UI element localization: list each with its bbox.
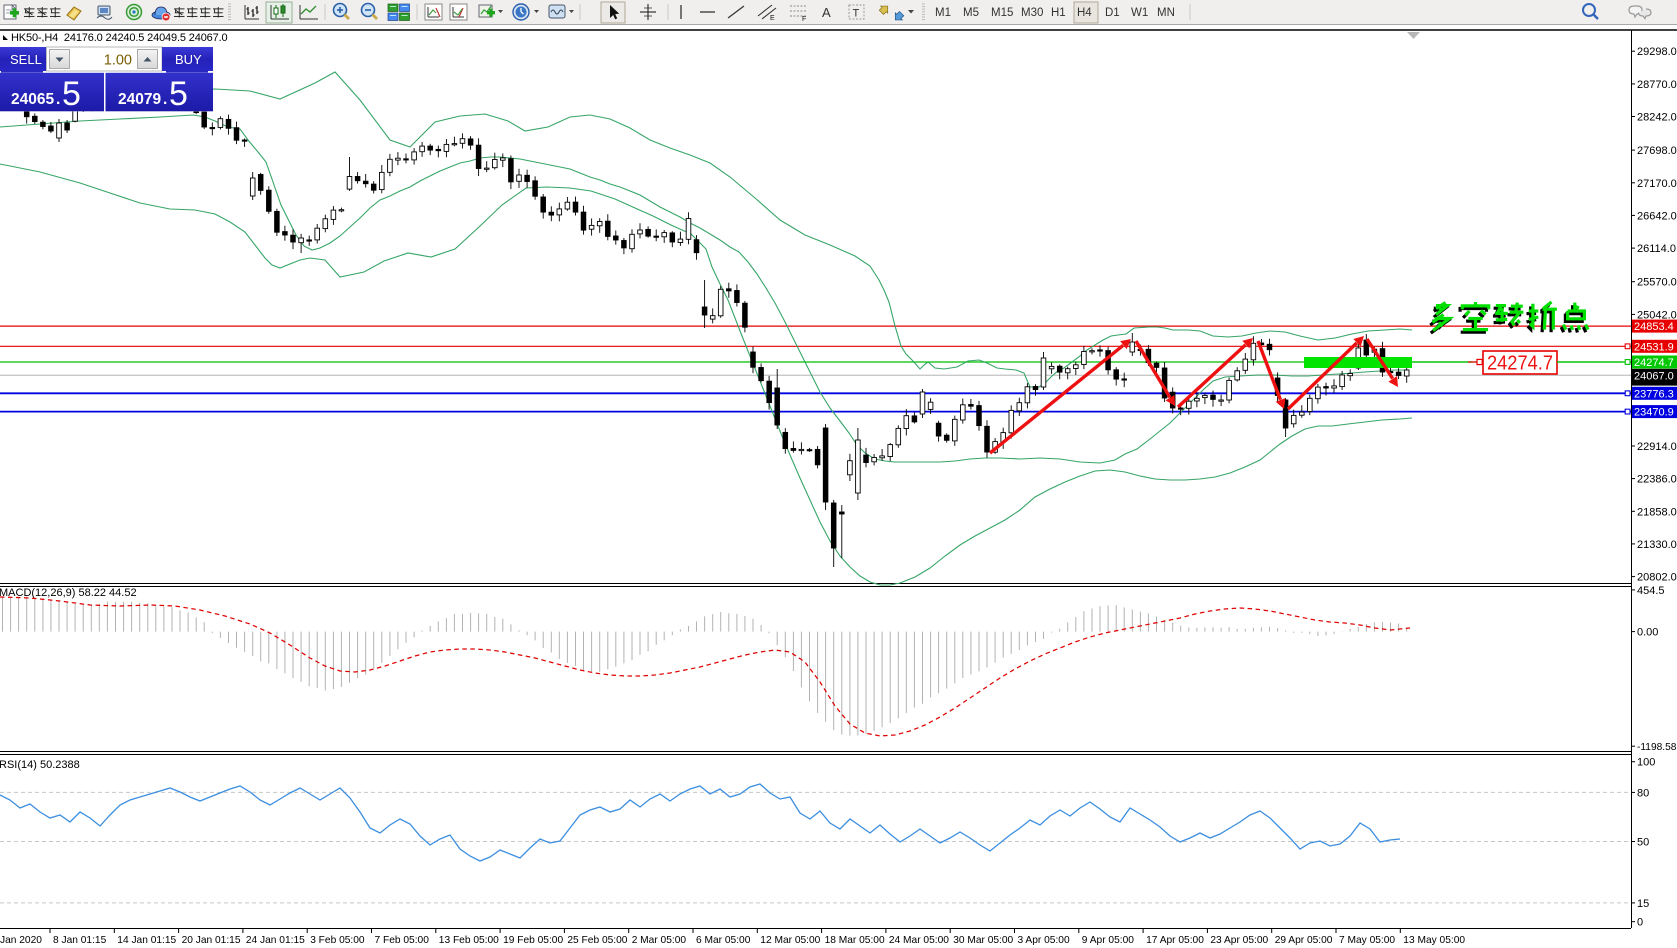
svg-text:17 Apr 05:00: 17 Apr 05:00 bbox=[1146, 935, 1204, 946]
svg-text:D1: D1 bbox=[1105, 7, 1120, 19]
svg-text:15: 15 bbox=[1637, 898, 1649, 910]
svg-text:100: 100 bbox=[1637, 757, 1655, 769]
svg-text:14 Jan 01:15: 14 Jan 01:15 bbox=[117, 935, 176, 946]
svg-text:20 Jan 01:15: 20 Jan 01:15 bbox=[182, 935, 241, 946]
svg-text:24079: 24079 bbox=[118, 91, 161, 108]
svg-text:29 Apr 05:00: 29 Apr 05:00 bbox=[1275, 935, 1333, 946]
svg-text:24067.0: 24067.0 bbox=[1634, 370, 1674, 382]
svg-text:22386.0: 22386.0 bbox=[1637, 474, 1677, 486]
svg-text:27170.0: 27170.0 bbox=[1637, 178, 1677, 190]
svg-text:3 Apr 05:00: 3 Apr 05:00 bbox=[1018, 935, 1070, 946]
svg-text:M30: M30 bbox=[1021, 7, 1043, 19]
svg-text:-1198.58: -1198.58 bbox=[1637, 742, 1677, 753]
svg-text:HK50-,H4 24176.0 24240.5 2404: HK50-,H4 24176.0 24240.5 24049.5 24067.0 bbox=[11, 32, 228, 44]
svg-text:23470.9: 23470.9 bbox=[1634, 407, 1674, 419]
svg-text:29298.0: 29298.0 bbox=[1637, 46, 1677, 58]
svg-text:80: 80 bbox=[1637, 787, 1649, 799]
svg-text:21858.0: 21858.0 bbox=[1637, 506, 1677, 518]
svg-text:7 May 05:00: 7 May 05:00 bbox=[1339, 935, 1395, 946]
svg-text:SELL: SELL bbox=[10, 52, 42, 67]
svg-text:18 Mar 05:00: 18 Mar 05:00 bbox=[825, 935, 885, 946]
svg-text:30 Mar 05:00: 30 Mar 05:00 bbox=[953, 935, 1013, 946]
svg-text:20802.0: 20802.0 bbox=[1637, 572, 1677, 584]
svg-text:24065: 24065 bbox=[11, 91, 54, 108]
svg-text:A: A bbox=[822, 5, 831, 20]
svg-text:1.00: 1.00 bbox=[104, 53, 132, 69]
svg-text:M5: M5 bbox=[963, 7, 979, 19]
svg-text:24853.4: 24853.4 bbox=[1634, 321, 1674, 333]
svg-text:E: E bbox=[770, 15, 775, 22]
svg-text:24531.9: 24531.9 bbox=[1634, 341, 1674, 353]
svg-text:23776.3: 23776.3 bbox=[1634, 388, 1674, 400]
svg-text:3 Feb 05:00: 3 Feb 05:00 bbox=[310, 935, 365, 946]
svg-text:W1: W1 bbox=[1131, 7, 1148, 19]
svg-text:24 Jan 01:15: 24 Jan 01:15 bbox=[246, 935, 305, 946]
svg-text:Jan 2020: Jan 2020 bbox=[0, 935, 42, 946]
svg-text:.: . bbox=[163, 91, 167, 108]
svg-text:RSI(14) 50.2388: RSI(14) 50.2388 bbox=[0, 759, 80, 771]
svg-text:28770.0: 28770.0 bbox=[1637, 79, 1677, 91]
svg-text:21330.0: 21330.0 bbox=[1637, 539, 1677, 551]
svg-text:19 Feb 05:00: 19 Feb 05:00 bbox=[503, 935, 563, 946]
svg-text:BUY: BUY bbox=[175, 52, 202, 67]
svg-text:25042.0: 25042.0 bbox=[1637, 309, 1677, 321]
svg-text:.: . bbox=[56, 91, 60, 108]
svg-text:2 Mar 05:00: 2 Mar 05:00 bbox=[632, 935, 687, 946]
svg-text:0: 0 bbox=[1637, 917, 1643, 929]
svg-text:MACD(12,26,9) 58.22 44.52: MACD(12,26,9) 58.22 44.52 bbox=[0, 587, 137, 599]
svg-text:50: 50 bbox=[1637, 837, 1649, 849]
svg-text:13 Feb 05:00: 13 Feb 05:00 bbox=[439, 935, 499, 946]
svg-text:25 Feb 05:00: 25 Feb 05:00 bbox=[567, 935, 627, 946]
svg-text:24274.7: 24274.7 bbox=[1634, 357, 1674, 369]
svg-text:6 Mar 05:00: 6 Mar 05:00 bbox=[696, 935, 751, 946]
svg-text:H4: H4 bbox=[1077, 7, 1092, 19]
svg-text:0.00: 0.00 bbox=[1637, 627, 1658, 639]
svg-text:H1: H1 bbox=[1051, 7, 1066, 19]
svg-text:T: T bbox=[853, 8, 860, 20]
svg-text:23 Apr 05:00: 23 Apr 05:00 bbox=[1210, 935, 1268, 946]
svg-text:24274.7: 24274.7 bbox=[1487, 353, 1553, 375]
svg-text:13 May 05:00: 13 May 05:00 bbox=[1403, 935, 1465, 946]
svg-text:22914.0: 22914.0 bbox=[1637, 441, 1677, 453]
svg-text:7 Feb 05:00: 7 Feb 05:00 bbox=[375, 935, 430, 946]
svg-text:F: F bbox=[802, 16, 806, 23]
svg-text:26114.0: 26114.0 bbox=[1637, 243, 1676, 255]
svg-text:27698.0: 27698.0 bbox=[1637, 145, 1677, 157]
svg-text:26642.0: 26642.0 bbox=[1637, 210, 1677, 222]
svg-text:28242.0: 28242.0 bbox=[1637, 112, 1677, 124]
svg-text:M15: M15 bbox=[991, 7, 1013, 19]
svg-text:9 Apr 05:00: 9 Apr 05:00 bbox=[1082, 935, 1134, 946]
svg-text:24 Mar 05:00: 24 Mar 05:00 bbox=[889, 935, 949, 946]
svg-text:5: 5 bbox=[62, 75, 81, 113]
svg-text:5: 5 bbox=[169, 75, 188, 113]
svg-text:454.5: 454.5 bbox=[1637, 585, 1665, 597]
svg-text:12 Mar 05:00: 12 Mar 05:00 bbox=[760, 935, 820, 946]
svg-text:25570.0: 25570.0 bbox=[1637, 277, 1677, 289]
svg-text:M1: M1 bbox=[935, 7, 951, 19]
svg-text:MN: MN bbox=[1157, 7, 1175, 19]
svg-text:8 Jan 01:15: 8 Jan 01:15 bbox=[53, 935, 107, 946]
